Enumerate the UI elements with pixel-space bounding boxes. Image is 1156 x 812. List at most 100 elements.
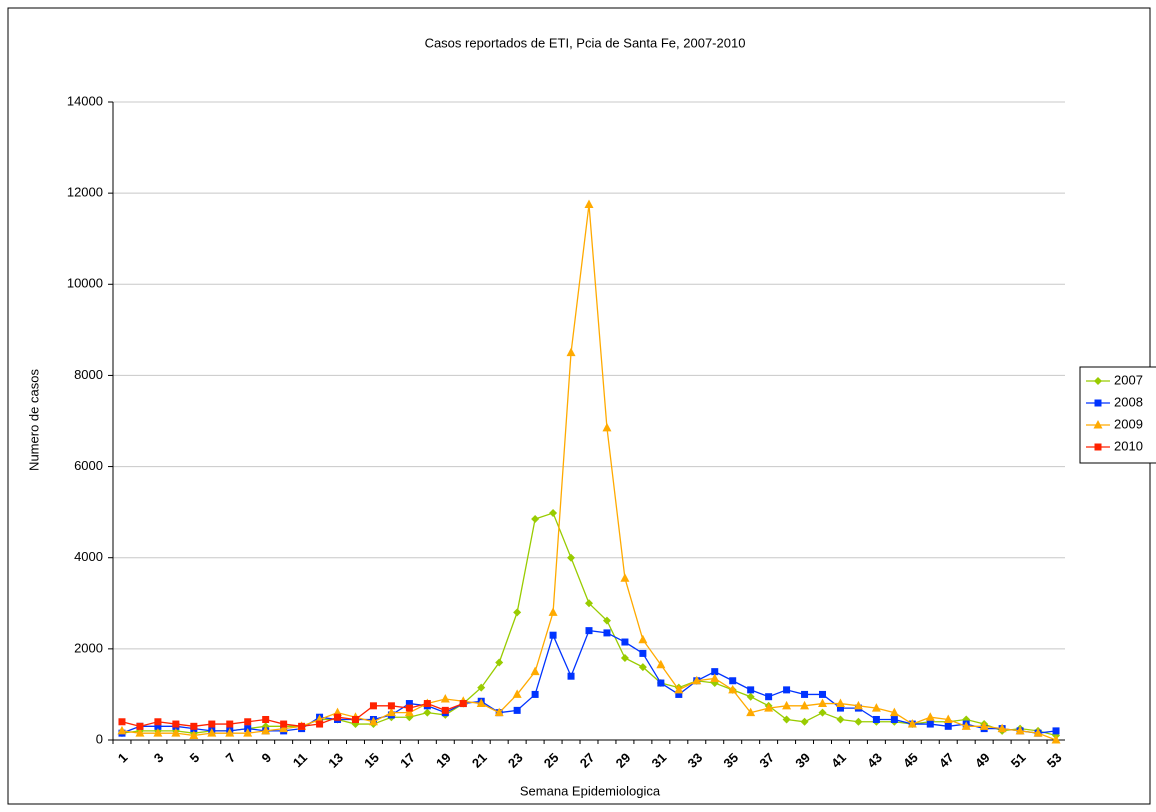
marker: [567, 672, 575, 680]
marker: [836, 715, 845, 724]
marker: [602, 616, 611, 625]
marker: [1015, 725, 1025, 735]
marker: [477, 683, 486, 692]
y-tick-label: 8000: [74, 367, 103, 382]
marker: [819, 690, 827, 698]
marker: [225, 728, 235, 737]
y-tick-label: 14000: [67, 93, 103, 108]
marker: [1093, 420, 1103, 429]
marker: [566, 347, 576, 357]
marker: [423, 708, 432, 717]
marker: [369, 702, 377, 710]
marker: [261, 725, 271, 735]
marker: [298, 722, 306, 730]
y-tick-label: 12000: [67, 185, 103, 200]
marker: [585, 627, 593, 635]
marker: [800, 717, 809, 726]
y-tick-label: 0: [96, 731, 103, 746]
marker: [531, 514, 540, 523]
marker: [207, 728, 217, 737]
marker: [746, 692, 755, 701]
marker: [764, 703, 774, 712]
marker: [657, 679, 665, 687]
marker: [656, 659, 666, 669]
y-axis-label: Numero de casos: [26, 369, 41, 471]
marker: [907, 719, 917, 728]
marker: [584, 199, 594, 209]
marker: [728, 684, 738, 694]
marker: [765, 693, 773, 701]
marker: [621, 638, 629, 646]
marker: [997, 723, 1007, 733]
marker: [710, 673, 720, 682]
marker: [638, 634, 648, 644]
marker: [1094, 377, 1102, 385]
marker: [674, 684, 684, 694]
marker: [711, 668, 719, 676]
marker: [1094, 443, 1102, 451]
marker: [243, 728, 253, 737]
marker: [818, 698, 828, 708]
marker: [961, 721, 971, 730]
legend-label: 2008: [1114, 394, 1143, 409]
y-tick-label: 6000: [74, 458, 103, 473]
marker: [153, 728, 163, 737]
x-axis-label: Semana Epidemiologica: [520, 783, 661, 798]
marker: [405, 700, 413, 708]
marker: [530, 666, 540, 676]
marker: [801, 690, 809, 698]
marker: [226, 720, 234, 728]
marker: [889, 707, 899, 717]
marker: [800, 700, 810, 710]
marker: [387, 702, 395, 710]
marker: [747, 686, 755, 694]
marker: [1051, 735, 1061, 744]
marker: [531, 690, 539, 698]
marker: [746, 707, 756, 717]
marker: [872, 715, 880, 723]
marker: [675, 690, 683, 698]
marker: [783, 686, 791, 694]
marker: [1094, 399, 1102, 407]
chart-title: Casos reportados de ETI, Pcia de Santa F…: [425, 35, 746, 50]
marker: [351, 715, 359, 723]
legend-label: 2009: [1114, 416, 1143, 431]
marker: [836, 704, 844, 712]
marker: [818, 708, 827, 717]
marker: [154, 718, 162, 726]
marker: [567, 553, 576, 562]
marker: [172, 720, 180, 728]
marker: [190, 722, 198, 730]
marker: [279, 723, 289, 733]
y-tick-label: 10000: [67, 276, 103, 291]
marker: [585, 599, 593, 608]
y-tick-label: 2000: [74, 640, 103, 655]
marker: [118, 718, 126, 726]
marker: [495, 658, 504, 667]
y-tick-label: 4000: [74, 549, 103, 564]
marker: [459, 700, 467, 708]
marker: [890, 715, 898, 723]
marker: [926, 720, 934, 728]
marker: [925, 712, 935, 721]
marker: [1052, 727, 1060, 735]
marker: [620, 653, 629, 662]
marker: [603, 629, 611, 637]
marker: [782, 715, 791, 724]
marker: [368, 716, 378, 726]
legend-label: 2010: [1114, 438, 1143, 453]
marker: [835, 698, 845, 708]
marker: [171, 728, 181, 737]
marker: [244, 718, 252, 726]
marker: [602, 422, 612, 432]
marker: [136, 722, 144, 730]
marker: [871, 703, 881, 712]
marker: [513, 608, 522, 617]
marker: [729, 677, 737, 685]
marker: [117, 725, 127, 735]
marker: [620, 573, 630, 582]
marker: [135, 728, 145, 737]
marker: [639, 649, 647, 657]
marker: [405, 704, 413, 712]
marker: [208, 720, 216, 728]
